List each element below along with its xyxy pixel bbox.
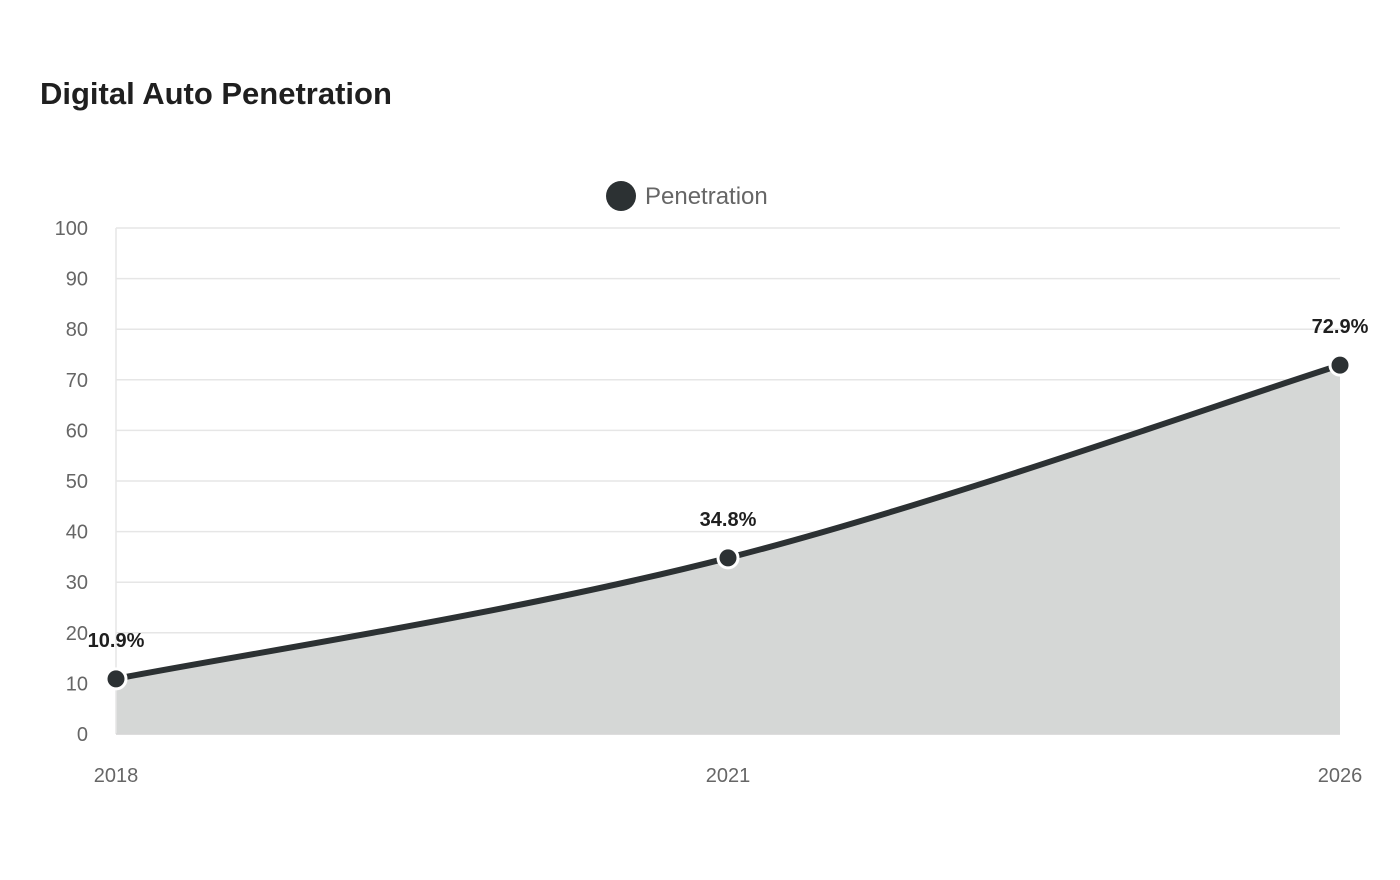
x-axis-ticks: 2018 2021 2026 [94, 765, 1363, 787]
legend[interactable]: Penetration [606, 181, 768, 211]
chart-title: Digital Auto Penetration [40, 76, 392, 111]
data-point[interactable] [716, 546, 740, 570]
data-labels: 10.9% 34.8% 72.9% [88, 316, 1369, 652]
axes [115, 228, 1340, 735]
data-label: 72.9% [1312, 316, 1369, 338]
y-tick-label: 0 [77, 724, 88, 746]
y-tick-label: 20 [66, 623, 88, 645]
data-point[interactable] [104, 667, 128, 691]
data-label: 34.8% [700, 509, 757, 531]
data-point[interactable] [1328, 353, 1352, 377]
y-tick-label: 60 [66, 420, 88, 442]
y-tick-label: 30 [66, 572, 88, 594]
y-tick-label: 10 [66, 673, 88, 695]
x-tick-label: 2018 [94, 765, 139, 787]
y-axis-ticks: 0 10 20 30 40 50 60 70 80 90 100 [55, 218, 88, 746]
series-area [116, 365, 1340, 734]
y-tick-label: 50 [66, 471, 88, 493]
x-tick-label: 2026 [1318, 765, 1363, 787]
y-tick-label: 100 [55, 218, 88, 240]
y-tick-label: 70 [66, 370, 88, 392]
y-tick-label: 80 [66, 319, 88, 341]
y-tick-label: 40 [66, 522, 88, 544]
y-tick-label: 90 [66, 269, 88, 291]
data-points [104, 353, 1352, 691]
legend-marker [606, 181, 636, 211]
data-label: 10.9% [88, 630, 145, 652]
x-tick-label: 2021 [706, 765, 751, 787]
legend-label: Penetration [645, 183, 768, 210]
